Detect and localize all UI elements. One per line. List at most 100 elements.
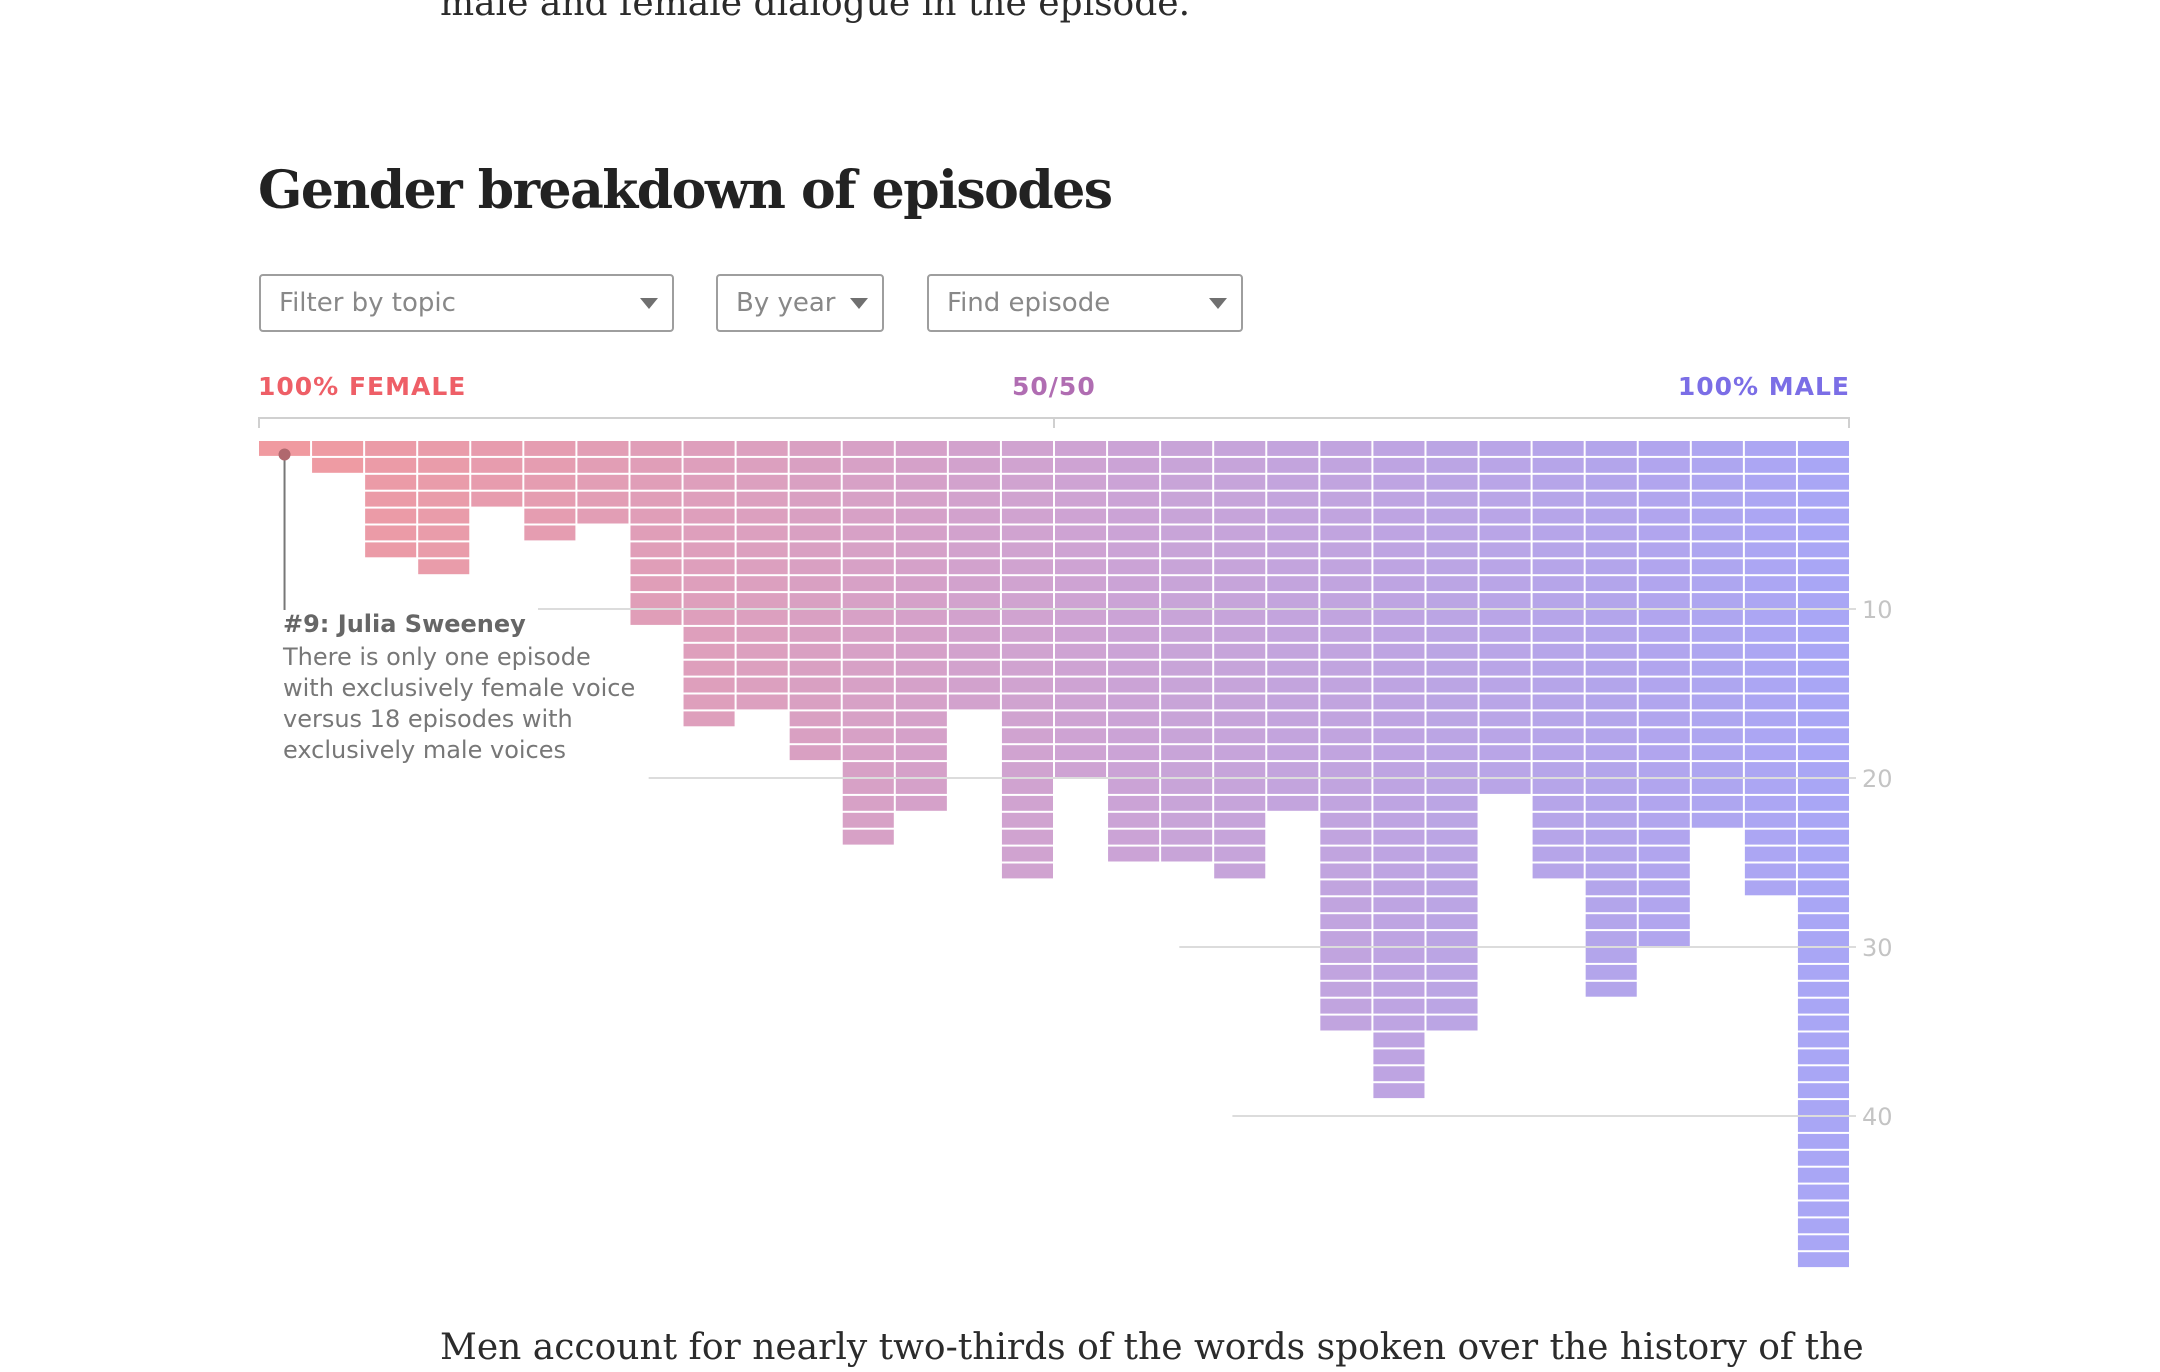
episode-cell — [1373, 795, 1425, 811]
episode-cell — [842, 457, 894, 473]
episode-cell — [1744, 829, 1796, 845]
episode-cell — [1108, 441, 1160, 456]
episode-cell — [736, 576, 788, 592]
episode-cell — [1161, 542, 1213, 558]
episode-cell — [1214, 829, 1266, 845]
episode-cell — [1001, 846, 1053, 862]
episode-cell — [1479, 677, 1531, 693]
episode-cell — [1585, 931, 1637, 946]
episode-cell — [1214, 795, 1266, 811]
episode-cell — [1638, 610, 1690, 625]
episode-cell — [789, 711, 841, 727]
episode-cell — [1001, 863, 1053, 879]
episode-cell — [1532, 660, 1584, 676]
episode-cell — [736, 694, 788, 710]
episode-cell — [1585, 863, 1637, 879]
episode-cell — [1267, 593, 1319, 608]
episode-cell — [1479, 441, 1531, 456]
episode-cell — [1320, 812, 1372, 828]
episode-cell — [895, 643, 947, 659]
episode-cell — [895, 694, 947, 710]
episode-cell — [1638, 914, 1690, 930]
episode-cell — [1479, 559, 1531, 575]
episode-cell — [418, 525, 470, 541]
episode-cell — [1320, 829, 1372, 845]
episode-cell — [1267, 795, 1319, 811]
episode-cell — [1426, 1015, 1478, 1031]
episode-cell — [1585, 491, 1637, 507]
episode-cell — [630, 576, 682, 592]
episode-cell — [1479, 525, 1531, 541]
episode-cell — [1638, 525, 1690, 541]
episode-cell — [1267, 694, 1319, 710]
episode-cell — [1214, 576, 1266, 592]
episode-cell — [1797, 643, 1849, 659]
episode-cell — [895, 660, 947, 676]
episode-cell — [1373, 981, 1425, 997]
sort-year-dropdown[interactable]: By year — [716, 274, 884, 332]
episode-cell — [683, 593, 735, 608]
episode-cell — [1001, 626, 1053, 642]
episode-cell — [1373, 1049, 1425, 1065]
episode-cell — [630, 474, 682, 490]
episode-cell — [1373, 441, 1425, 456]
episode-cell — [1108, 559, 1160, 575]
episode-cell — [1426, 863, 1478, 879]
episode-cell — [1267, 542, 1319, 558]
find-episode-dropdown[interactable]: Find episode — [927, 274, 1243, 332]
episode-cell — [577, 508, 629, 524]
episode-cell — [1532, 542, 1584, 558]
episode-cell — [948, 677, 1000, 693]
episode-cell — [1055, 610, 1107, 625]
episode-cell — [683, 711, 735, 727]
episode-cell — [1797, 1150, 1849, 1166]
episode-cell — [524, 441, 576, 456]
episode-cell — [1426, 626, 1478, 642]
episode-cell — [1373, 1066, 1425, 1082]
episode-cell — [1214, 643, 1266, 659]
episode-cell — [1267, 610, 1319, 625]
episode-cell — [1108, 525, 1160, 541]
episode-cell — [471, 474, 523, 490]
episode-cell — [895, 610, 947, 625]
episode-cell — [630, 559, 682, 575]
episode-cell — [1108, 711, 1160, 727]
episode-cell — [1797, 559, 1849, 575]
episode-cell — [948, 626, 1000, 642]
episode-cell — [1744, 812, 1796, 828]
episode-cell — [1479, 610, 1531, 625]
episode-cell — [1479, 508, 1531, 524]
episode-cell — [1055, 474, 1107, 490]
episode-cell — [1267, 745, 1319, 761]
episode-cell — [1744, 863, 1796, 879]
episode-cell — [1161, 829, 1213, 845]
episode-cell — [683, 559, 735, 575]
episode-cell — [895, 576, 947, 592]
episode-cell — [1320, 508, 1372, 524]
episode-cell — [1426, 846, 1478, 862]
episode-cell — [1373, 897, 1425, 913]
episode-cell — [1638, 441, 1690, 456]
episode-cell — [789, 508, 841, 524]
episode-cell — [1426, 728, 1478, 744]
episode-cell — [948, 593, 1000, 608]
episode-cell — [895, 762, 947, 777]
episode-cell — [948, 474, 1000, 490]
episode-cell — [842, 829, 894, 845]
episode-cell — [1744, 457, 1796, 473]
episode-cell — [1638, 829, 1690, 845]
episode-cell — [842, 559, 894, 575]
episode-cell — [577, 441, 629, 456]
episode-cell — [1638, 593, 1690, 608]
episode-cell — [1479, 491, 1531, 507]
episode-cell — [1638, 812, 1690, 828]
episode-cell — [1267, 626, 1319, 642]
episode-cell — [1320, 610, 1372, 625]
episode-cell — [683, 660, 735, 676]
episode-cell — [1267, 660, 1319, 676]
episode-cell — [1744, 559, 1796, 575]
episode-cell — [1320, 474, 1372, 490]
episode-cell — [1108, 694, 1160, 710]
episode-cell — [1585, 593, 1637, 608]
filter-topic-dropdown[interactable]: Filter by topic — [259, 274, 674, 332]
